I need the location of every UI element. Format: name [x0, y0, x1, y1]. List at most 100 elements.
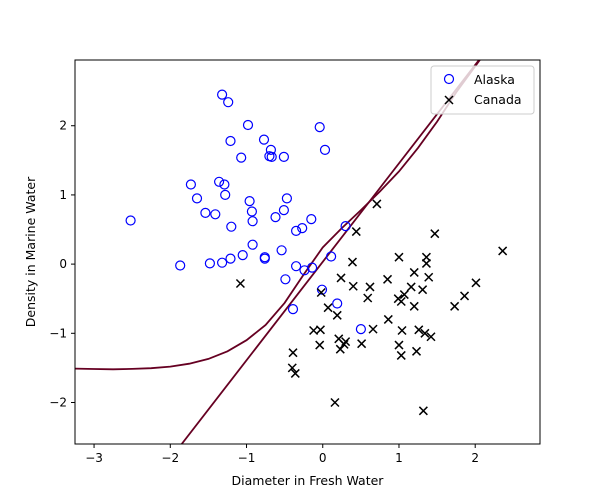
point-canada	[365, 282, 375, 292]
axis-ticks: −3 −2 −1 0 1 2 −2 −1 0 1 2	[49, 119, 479, 465]
point-canada	[394, 340, 404, 350]
point-canada	[426, 332, 436, 342]
point-canada	[351, 227, 361, 237]
point-alaska	[223, 97, 234, 108]
point-alaska	[280, 274, 291, 285]
point-canada	[460, 291, 470, 301]
data-points	[125, 89, 508, 416]
point-canada	[368, 324, 378, 334]
point-alaska	[204, 258, 215, 269]
point-canada	[348, 281, 358, 291]
point-alaska	[266, 151, 277, 162]
point-canada	[396, 296, 406, 307]
point-canada	[330, 397, 340, 408]
x-tick-label: 1	[395, 451, 403, 465]
point-canada	[420, 328, 430, 338]
x-tick-label: −3	[85, 451, 103, 465]
point-alaska	[237, 250, 248, 261]
point-canada	[397, 325, 407, 336]
point-canada	[383, 314, 393, 324]
y-tick-label: 2	[59, 119, 67, 133]
point-canada	[287, 363, 297, 373]
point-alaska	[281, 193, 292, 204]
point-canada	[290, 368, 300, 378]
point-alaska	[219, 179, 230, 190]
point-canada	[288, 348, 298, 358]
point-alaska	[217, 257, 228, 268]
legend-marker-alaska	[443, 73, 455, 85]
point-canada	[498, 246, 508, 256]
point-alaska	[258, 134, 270, 145]
point-alaska	[200, 207, 211, 218]
point-alaska	[191, 193, 203, 204]
point-alaska	[185, 179, 196, 190]
point-alaska	[314, 121, 325, 133]
point-alaska	[276, 245, 287, 256]
point-canada	[323, 303, 333, 313]
point-canada	[339, 339, 349, 349]
point-alaska	[210, 209, 221, 220]
decision-boundary-curve	[75, 60, 481, 371]
point-canada	[336, 273, 346, 283]
point-alaska	[214, 176, 225, 187]
point-canada	[347, 257, 358, 267]
point-canada	[357, 339, 367, 349]
x-axis-label: Diameter in Fresh Water	[232, 473, 385, 488]
point-alaska	[259, 253, 270, 264]
point-canada	[363, 293, 373, 303]
point-alaska	[355, 324, 366, 335]
legend: Alaska Canada	[430, 65, 535, 115]
legend-label-alaska: Alaska	[474, 72, 515, 87]
point-alaska	[242, 119, 254, 131]
legend-marker-canada	[444, 95, 454, 105]
y-tick-label: −1	[49, 326, 67, 340]
point-canada	[396, 350, 406, 360]
point-canada	[394, 252, 404, 262]
point-alaska	[246, 206, 257, 217]
point-alaska	[326, 251, 337, 262]
point-alaska	[236, 152, 247, 163]
legend-label-canada: Canada	[474, 92, 522, 107]
point-alaska	[340, 221, 351, 232]
point-canada	[450, 301, 460, 311]
point-canada	[409, 267, 419, 277]
x-tick-label: −2	[161, 451, 179, 465]
point-canada	[315, 325, 325, 335]
point-alaska	[247, 239, 258, 250]
point-canada	[424, 272, 434, 282]
point-alaska	[291, 261, 302, 272]
point-alaska	[319, 144, 331, 155]
point-canada	[411, 346, 422, 356]
x-tick-label: −1	[238, 451, 256, 465]
point-canada	[418, 285, 428, 295]
point-canada	[418, 406, 428, 416]
point-canada	[421, 252, 431, 262]
plot-frame	[74, 59, 541, 445]
point-alaska	[217, 89, 228, 100]
point-alaska	[278, 205, 289, 216]
x-tick-label: 2	[471, 451, 479, 465]
point-canada	[414, 325, 424, 335]
point-canada	[430, 229, 440, 239]
point-canada	[315, 340, 325, 350]
point-canada	[372, 199, 382, 209]
point-alaska	[332, 298, 343, 309]
y-tick-label: 0	[59, 257, 67, 271]
point-alaska	[225, 135, 236, 147]
legend-box	[430, 65, 535, 115]
point-alaska	[175, 260, 186, 271]
y-tick-label: 1	[59, 188, 67, 202]
point-canada	[316, 287, 326, 298]
point-alaska	[278, 151, 289, 162]
point-alaska	[299, 265, 310, 276]
point-alaska	[306, 214, 317, 225]
point-canada	[235, 278, 245, 289]
point-canada	[409, 301, 419, 311]
y-axis-label: Density in Marine Water	[23, 176, 38, 327]
point-alaska	[291, 225, 302, 236]
point-canada	[332, 310, 342, 320]
point-alaska	[287, 304, 299, 315]
point-alaska	[220, 189, 231, 200]
point-canada	[341, 337, 351, 347]
